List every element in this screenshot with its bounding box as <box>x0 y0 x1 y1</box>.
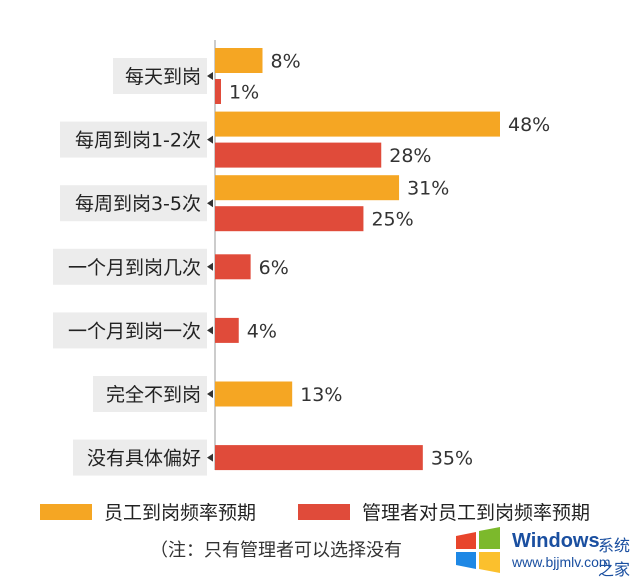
watermark: Windows 系统之家 www.bjjmlv.com <box>448 522 640 579</box>
legend-item-manager: 管理者对员工到岗频率预期 <box>298 498 590 525</box>
tick-marker <box>207 326 213 335</box>
category-box <box>113 58 207 94</box>
bar-manager <box>215 317 239 343</box>
bar-manager <box>215 445 423 471</box>
value-label: 6% <box>259 257 289 279</box>
value-label: 28% <box>389 145 431 167</box>
category-label: 每周到岗1-2次 <box>75 130 201 152</box>
watermark-brand-cn: 系统之家 <box>598 536 631 579</box>
bars <box>215 48 500 471</box>
category-label: 每周到岗3-5次 <box>75 193 201 215</box>
category-box <box>60 121 207 158</box>
tick-marker <box>207 135 213 144</box>
footnote: （注：只有管理者可以选择没有 <box>150 540 402 561</box>
legend: 员工到岗频率预期 管理者对员工到岗频率预期 <box>40 498 640 526</box>
tick-marker <box>207 390 213 398</box>
category-box <box>53 312 207 349</box>
bar-manager <box>215 142 382 168</box>
bar-employee <box>215 48 263 73</box>
category-label: 每天到岗 <box>125 66 201 88</box>
legend-swatch-employee <box>40 503 92 520</box>
value-label: 31% <box>407 178 449 200</box>
legend-item-employee: 员工到岗频率预期 <box>40 498 256 525</box>
tick-marker <box>207 453 213 462</box>
bar-employee <box>215 381 293 407</box>
value-label: 8% <box>271 51 301 73</box>
value-label: 25% <box>371 209 413 231</box>
bar-manager <box>215 79 221 104</box>
watermark-brand: Windows <box>512 530 600 552</box>
value-label: 13% <box>300 384 342 406</box>
windows-logo-icon <box>456 527 500 573</box>
bar-chart: 每天到岗每周到岗1-2次每周到岗3-5次一个月到岗几次一个月到岗一次完全不到岗没… <box>53 40 550 476</box>
category-box <box>53 248 207 285</box>
value-labels: 8% 1% 48% 28% 31% 25% 6% 4% 13% 35% <box>229 51 550 470</box>
category-label: 一个月到岗几次 <box>68 257 201 279</box>
bar-employee <box>215 111 500 137</box>
bar-manager <box>215 254 251 280</box>
tick-marker <box>207 262 213 271</box>
value-label: 1% <box>229 82 259 104</box>
category-label: 完全不到岗 <box>106 384 201 406</box>
tick-marker <box>207 199 213 208</box>
bar-manager <box>215 206 364 232</box>
category-box <box>73 439 207 476</box>
bar-employee <box>215 175 400 201</box>
value-label: 4% <box>247 320 277 342</box>
category-label: 没有具体偏好 <box>87 448 201 470</box>
category-box <box>60 185 207 222</box>
legend-label-employee: 员工到岗频率预期 <box>104 502 257 524</box>
value-label: 48% <box>508 114 550 136</box>
watermark-url: www.bjjmlv.com <box>512 554 611 570</box>
category-label: 一个月到岗一次 <box>68 320 201 342</box>
category-box <box>93 376 207 412</box>
legend-label-manager: 管理者对员工到岗频率预期 <box>362 502 591 524</box>
legend-swatch-manager <box>298 503 350 520</box>
category-labels: 每天到岗每周到岗1-2次每周到岗3-5次一个月到岗几次一个月到岗一次完全不到岗没… <box>53 58 213 476</box>
value-label: 35% <box>431 448 473 470</box>
tick-marker <box>207 72 213 80</box>
